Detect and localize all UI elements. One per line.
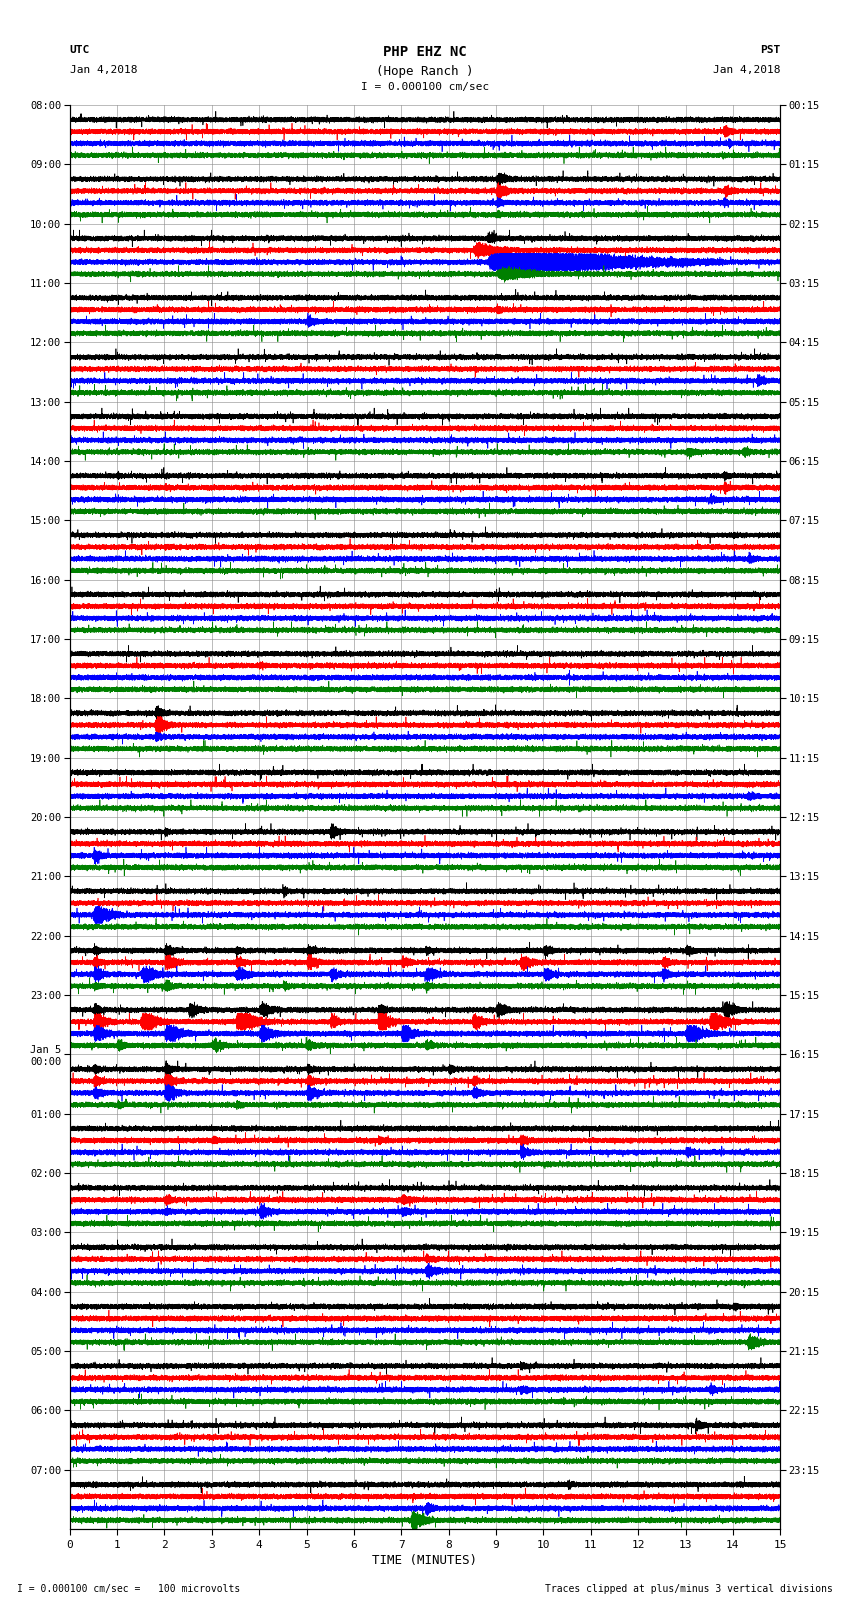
X-axis label: TIME (MINUTES): TIME (MINUTES): [372, 1553, 478, 1566]
Text: I = 0.000100 cm/sec =   100 microvolts: I = 0.000100 cm/sec = 100 microvolts: [17, 1584, 241, 1594]
Text: PST: PST: [760, 45, 780, 55]
Text: PHP EHZ NC: PHP EHZ NC: [383, 45, 467, 60]
Text: UTC: UTC: [70, 45, 90, 55]
Text: I = 0.000100 cm/sec: I = 0.000100 cm/sec: [361, 82, 489, 92]
Text: Traces clipped at plus/minus 3 vertical divisions: Traces clipped at plus/minus 3 vertical …: [545, 1584, 833, 1594]
Text: Jan 4,2018: Jan 4,2018: [713, 65, 780, 74]
Text: Jan 4,2018: Jan 4,2018: [70, 65, 137, 74]
Text: (Hope Ranch ): (Hope Ranch ): [377, 65, 473, 77]
